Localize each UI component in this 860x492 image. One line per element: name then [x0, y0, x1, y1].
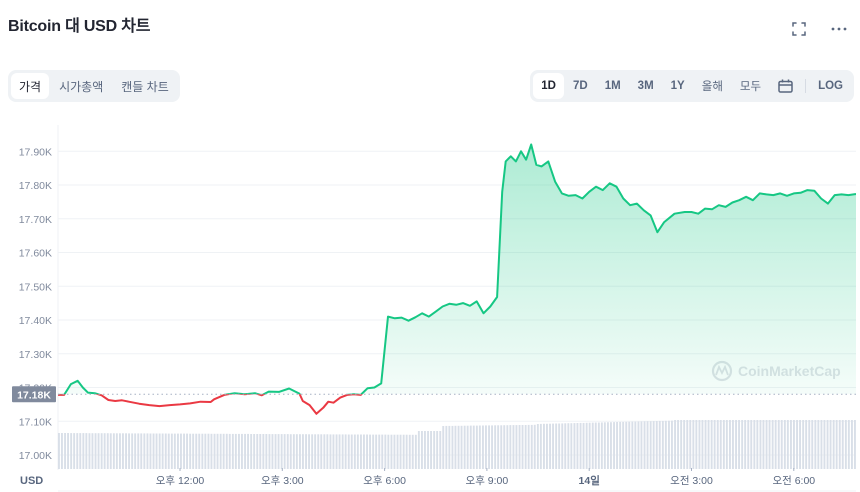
tab-candle-chart[interactable]: 캔들 차트	[121, 79, 169, 94]
range-7d[interactable]: 7D	[572, 80, 588, 92]
price-area-fill	[58, 144, 856, 395]
range-1y[interactable]: 1Y	[670, 80, 685, 92]
price-chart[interactable]: CoinMarketCap 17.00K17.10K17.20K17.30K17…	[0, 110, 860, 492]
x-tick-label: 오후 12:00	[156, 475, 205, 487]
price-line-down	[58, 394, 363, 415]
y-tick-label: 17.80K	[19, 180, 52, 192]
range-3m[interactable]: 3M	[637, 80, 654, 92]
chart-type-tabs: 가격 시가총액 캔들 차트	[8, 70, 180, 102]
reference-price-badge: 17.18K	[12, 386, 56, 403]
more-horizontal-icon[interactable]	[830, 20, 848, 38]
y-tick-label: 17.30K	[19, 349, 52, 361]
range-ytd[interactable]: 올해	[701, 81, 723, 93]
x-axis: 오후 12:00 오후 3:00 오후 6:00 오후 9:00 14일 오전 3:00 오…	[156, 468, 815, 487]
x-tick-label: 오후 6:00	[363, 475, 406, 487]
y-tick-label: 17.50K	[19, 281, 52, 293]
chart-title: Bitcoin 대 USD 차트	[8, 18, 151, 35]
time-range-selector: 1D 7D 1M 3M 1Y 올해 모두 LOG	[530, 70, 854, 102]
y-tick-label: 17.90K	[19, 146, 52, 158]
x-tick-label: 오전 3:00	[670, 475, 713, 487]
calendar-button[interactable]	[770, 73, 801, 99]
price-line-up	[58, 143, 857, 395]
range-1d[interactable]: 1D	[533, 73, 564, 99]
svg-text:17.18K: 17.18K	[17, 389, 51, 401]
currency-label: USD	[20, 475, 43, 487]
tab-market-cap[interactable]: 시가총액	[59, 79, 104, 94]
y-tick-label: 17.70K	[19, 214, 52, 226]
y-axis: 17.00K17.10K17.20K17.30K17.40K17.50K17.6…	[19, 146, 52, 462]
header-actions	[790, 20, 848, 38]
volume-bars	[58, 420, 856, 469]
x-tick-label: 오후 3:00	[261, 475, 304, 487]
range-all[interactable]: 모두	[739, 81, 762, 93]
x-tick-label: 14일	[579, 474, 600, 487]
range-1m[interactable]: 1M	[604, 80, 621, 92]
y-tick-label: 17.40K	[19, 315, 52, 327]
divider	[805, 79, 807, 93]
calendar-icon	[778, 79, 793, 93]
log-scale-toggle[interactable]: LOG	[818, 80, 843, 92]
x-tick-label: 오전 6:00	[772, 475, 815, 487]
y-tick-label: 17.60K	[19, 248, 52, 260]
y-tick-label: 17.00K	[19, 450, 52, 462]
y-tick-label: 17.10K	[19, 416, 52, 428]
expand-icon[interactable]	[790, 20, 808, 38]
tab-price[interactable]: 가격	[11, 73, 50, 99]
x-tick-label: 오후 9:00	[466, 475, 509, 487]
